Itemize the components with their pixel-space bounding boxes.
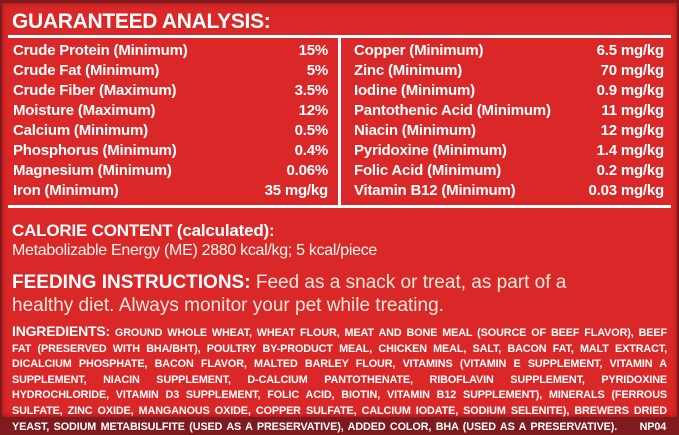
analysis-row: Zinc (Minimum) 70 mg/kg bbox=[341, 61, 671, 81]
nutrient-name: Iodine (Minimum) bbox=[354, 82, 475, 99]
feeding-instructions-section: FEEDING INSTRUCTIONS: Feed as a snack or… bbox=[2, 271, 622, 317]
nutrient-name: Pantothenic Acid (Minimum) bbox=[354, 102, 551, 119]
nutrient-name: Folic Acid (Minimum) bbox=[354, 162, 502, 179]
analysis-right-column: Copper (Minimum) 6.5 mg/kg Zinc (Minimum) 7… bbox=[338, 38, 671, 205]
calorie-content-value: Metabolizable Energy (ME) 2880 kcal/kg; … bbox=[12, 242, 378, 259]
nutrient-value: 1.4 mg/kg bbox=[596, 142, 665, 159]
analysis-row: Iron (Minimum) 35 mg/kg bbox=[8, 181, 338, 201]
analysis-row: Crude Protein (Minimum) 15% bbox=[8, 41, 338, 61]
nutrient-name: Zinc (Minimum) bbox=[354, 62, 463, 79]
analysis-left-column: Crude Protein (Minimum) 15% Crude Fat (Min… bbox=[8, 38, 338, 205]
analysis-row: Copper (Minimum) 6.5 mg/kg bbox=[341, 41, 671, 61]
nutrient-value: 3.5% bbox=[294, 82, 329, 99]
nutrient-value: 5% bbox=[306, 62, 328, 79]
analysis-row: Crude Fiber (Maximum) 3.5% bbox=[8, 81, 338, 101]
nutrient-name: Niacin (Minimum) bbox=[354, 122, 476, 139]
nutrient-name: Phosphorus (Minimum) bbox=[13, 142, 177, 159]
analysis-row: Moisture (Maximum) 12% bbox=[8, 101, 338, 121]
nutrient-name: Pyridoxine (Minimum) bbox=[354, 142, 507, 159]
nutrient-value: 70 mg/kg bbox=[600, 62, 665, 79]
ingredients-section: INGREDIENTS: GROUND WHOLE WHEAT, WHEAT F… bbox=[2, 323, 677, 435]
nutrient-value: 12 mg/kg bbox=[600, 122, 665, 139]
nutrient-name: Calcium (Minimum) bbox=[13, 122, 148, 139]
nutrient-name: Copper (Minimum) bbox=[354, 42, 484, 59]
nutrient-value: 0.4% bbox=[294, 142, 329, 159]
calorie-content-heading: CALORIE CONTENT (calculated): bbox=[12, 221, 275, 240]
nutrient-name: Vitamin B12 (Minimum) bbox=[354, 182, 516, 199]
nutrient-value: 0.06% bbox=[286, 162, 328, 179]
ingredients-heading: INGREDIENTS: bbox=[12, 323, 110, 339]
analysis-row: Magnesium (Minimum) 0.06% bbox=[8, 161, 338, 181]
feeding-instructions-text: Feed as a snack or treat, as part of a h… bbox=[12, 272, 567, 316]
calorie-content-section: CALORIE CONTENT (calculated): Metaboliza… bbox=[2, 221, 677, 260]
nutrient-value: 6.5 mg/kg bbox=[596, 42, 665, 59]
pet-food-label: GUARANTEED ANALYSIS: Crude Protein (Mini… bbox=[2, 3, 677, 433]
analysis-row: Vitamin B12 (Minimum) 0.03 mg/kg bbox=[341, 181, 671, 201]
nutrient-value: 0.03 mg/kg bbox=[588, 182, 664, 199]
analysis-row: Pyridoxine (Minimum) 1.4 mg/kg bbox=[341, 141, 671, 161]
nutrient-name: Iron (Minimum) bbox=[13, 182, 119, 199]
guaranteed-analysis-title: GUARANTEED ANALYSIS: bbox=[12, 10, 271, 33]
nutrient-name: Moisture (Maximum) bbox=[13, 102, 156, 119]
nutrient-value: 11 mg/kg bbox=[601, 102, 664, 119]
analysis-row: Iodine (Minimum) 0.9 mg/kg bbox=[341, 81, 671, 101]
ingredients-text: GROUND WHOLE WHEAT, WHEAT FLOUR, MEAT AN… bbox=[12, 327, 667, 433]
nutrient-value: 0.9 mg/kg bbox=[596, 82, 665, 99]
analysis-row: Calcium (Minimum) 0.5% bbox=[8, 121, 338, 141]
nutrient-value: 12% bbox=[298, 102, 329, 119]
nutrient-name: Crude Fiber (Maximum) bbox=[13, 82, 177, 99]
nutrient-value: 0.2 mg/kg bbox=[596, 162, 665, 179]
nutrient-value: 15% bbox=[298, 42, 329, 59]
nutrient-name: Crude Fat (Minimum) bbox=[13, 62, 160, 79]
nutrient-name: Crude Protein (Minimum) bbox=[13, 42, 188, 59]
analysis-row: Phosphorus (Minimum) 0.4% bbox=[8, 141, 338, 161]
guaranteed-analysis-table: Crude Protein (Minimum) 15% Crude Fat (Min… bbox=[8, 35, 671, 208]
feeding-instructions-heading: FEEDING INSTRUCTIONS: bbox=[12, 272, 251, 293]
analysis-row: Crude Fat (Minimum) 5% bbox=[8, 61, 338, 81]
nutrient-value: 0.5% bbox=[294, 122, 329, 139]
analysis-row: Niacin (Minimum) 12 mg/kg bbox=[341, 121, 671, 141]
product-code: NP04 bbox=[639, 420, 667, 433]
nutrient-name: Magnesium (Minimum) bbox=[13, 162, 172, 179]
analysis-row: Folic Acid (Minimum) 0.2 mg/kg bbox=[341, 161, 671, 181]
analysis-row: Pantothenic Acid (Minimum) 11 mg/kg bbox=[341, 101, 671, 121]
nutrient-value: 35 mg/kg bbox=[264, 182, 329, 199]
